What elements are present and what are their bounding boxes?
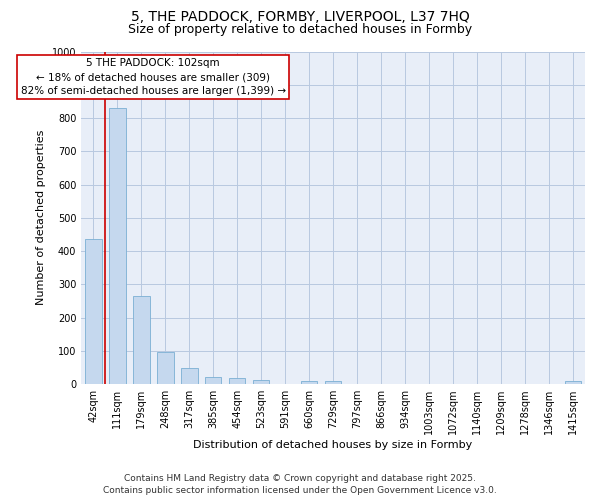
Text: 5, THE PADDOCK, FORMBY, LIVERPOOL, L37 7HQ: 5, THE PADDOCK, FORMBY, LIVERPOOL, L37 7… bbox=[131, 10, 469, 24]
Y-axis label: Number of detached properties: Number of detached properties bbox=[36, 130, 46, 306]
X-axis label: Distribution of detached houses by size in Formby: Distribution of detached houses by size … bbox=[193, 440, 473, 450]
Bar bbox=[109, 108, 125, 384]
Bar bbox=[565, 382, 581, 384]
Bar bbox=[325, 382, 341, 384]
Bar bbox=[85, 240, 101, 384]
Bar bbox=[229, 378, 245, 384]
Text: 5 THE PADDOCK: 102sqm
← 18% of detached houses are smaller (309)
82% of semi-det: 5 THE PADDOCK: 102sqm ← 18% of detached … bbox=[20, 58, 286, 96]
Text: Size of property relative to detached houses in Formby: Size of property relative to detached ho… bbox=[128, 22, 472, 36]
Bar bbox=[181, 368, 197, 384]
Bar bbox=[133, 296, 149, 384]
Text: Contains HM Land Registry data © Crown copyright and database right 2025.
Contai: Contains HM Land Registry data © Crown c… bbox=[103, 474, 497, 495]
Bar bbox=[205, 377, 221, 384]
Bar bbox=[301, 381, 317, 384]
Bar bbox=[157, 352, 173, 384]
Bar bbox=[253, 380, 269, 384]
